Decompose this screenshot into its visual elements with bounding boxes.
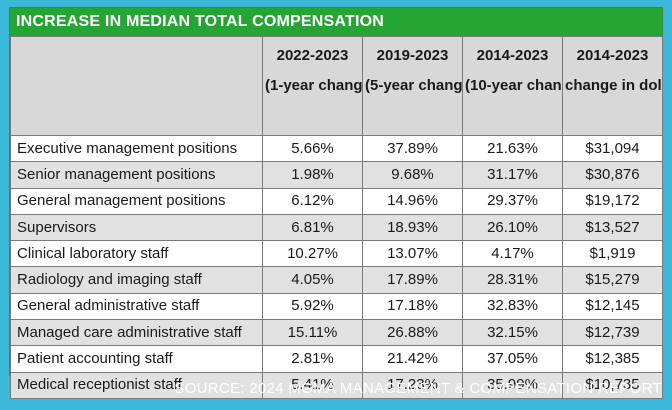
- table-cell: $12,385: [562, 345, 663, 373]
- table-body: Executive management positions 5.66% 37.89…: [10, 134, 663, 399]
- row-label: Radiology and imaging staff: [10, 266, 263, 294]
- table-cell: $31,094: [562, 134, 663, 163]
- table-cell: 15.11%: [262, 319, 363, 347]
- table-cell: 5.66%: [262, 134, 363, 163]
- table-cell: 4.05%: [262, 266, 363, 294]
- header-cell-5-year: 2019-2023 (5-year change): [362, 36, 463, 136]
- header-top: 2014-2023: [476, 47, 549, 64]
- table-cell: 18.93%: [362, 213, 463, 242]
- table-cell: 32.15%: [462, 319, 563, 347]
- table-cell: 21.63%: [462, 134, 563, 163]
- table-cell: $30,876: [562, 161, 663, 189]
- table-cell: $19,172: [562, 187, 663, 215]
- table-cell: 31.17%: [462, 161, 563, 189]
- table-cell: 9.68%: [362, 161, 463, 189]
- table-cell: 6.81%: [262, 213, 363, 242]
- table-cell: 35.99%: [462, 371, 563, 399]
- table-cell: $12,739: [562, 319, 663, 347]
- compensation-table: 2022-2023 (1-year change) 2019-2023 (5-y…: [10, 36, 663, 399]
- row-label: Medical receptionist staff: [10, 371, 263, 399]
- table-cell: 4.17%: [462, 240, 563, 268]
- row-label: Managed care administrative staff: [10, 319, 263, 347]
- table-row: Clinical laboratory staff 10.27% 13.07% 4.1…: [10, 240, 663, 268]
- table-row: Medical receptionist staff 5.41% 17.23% 35.…: [10, 371, 663, 399]
- header-cell-label: [10, 36, 263, 136]
- table-cell: $12,145: [562, 292, 663, 321]
- table-cell: 17.23%: [362, 371, 463, 399]
- header-sub: (1-year change): [265, 77, 363, 94]
- table-cell: 17.89%: [362, 266, 463, 294]
- table-cell: 6.12%: [262, 187, 363, 215]
- source-note: SOURCE: 2024 MGMA MANAGEMENT & COMPENSAT…: [174, 380, 662, 397]
- table-cell: 37.05%: [462, 345, 563, 373]
- table-cell: 10.27%: [262, 240, 363, 268]
- row-label: Supervisors: [10, 213, 263, 242]
- table-cell: 21.42%: [362, 345, 463, 373]
- table-cell: 29.37%: [462, 187, 563, 215]
- table-cell: 37.89%: [362, 134, 463, 163]
- header-top: 2019-2023: [376, 47, 449, 64]
- header-sub: (10-year change): [465, 77, 562, 94]
- table-row: Senior management positions 1.98% 9.68% 31.…: [10, 161, 663, 189]
- table-cell: $10,735: [562, 371, 663, 399]
- table-row: Patient accounting staff 2.81% 21.42% 37.05…: [10, 345, 663, 373]
- table-row: Executive management positions 5.66% 37.89…: [10, 134, 663, 163]
- row-label: Executive management positions: [10, 134, 263, 163]
- table-cell: 14.96%: [362, 187, 463, 215]
- table-row: General administrative staff 5.92% 17.18% 3…: [10, 292, 663, 321]
- table-cell: 26.88%: [362, 319, 463, 347]
- table-cell: $1,919: [562, 240, 663, 268]
- table-row: Managed care administrative staff 15.11% 2…: [10, 319, 663, 347]
- header-sub: change in dollars: [565, 77, 662, 94]
- table-cell: 17.18%: [362, 292, 463, 321]
- table-row: Radiology and imaging staff 4.05% 17.89% 28…: [10, 266, 663, 294]
- header-cell-1-year: 2022-2023 (1-year change): [262, 36, 363, 136]
- table-row: Supervisors 6.81% 18.93% 26.10% $13,527: [10, 213, 663, 242]
- row-label: General administrative staff: [10, 292, 263, 321]
- header-row: 2022-2023 (1-year change) 2019-2023 (5-y…: [10, 36, 663, 136]
- row-label: Clinical laboratory staff: [10, 240, 263, 268]
- table-title: INCREASE IN MEDIAN TOTAL COMPENSATION: [10, 8, 662, 36]
- table-row: General management positions 6.12% 14.96% 2…: [10, 187, 663, 215]
- header-top: 2014-2023: [576, 47, 649, 64]
- header-top: 2022-2023: [276, 47, 349, 64]
- table-cell: 28.31%: [462, 266, 563, 294]
- table-cell: 5.92%: [262, 292, 363, 321]
- header-cell-dollars: 2014-2023 change in dollars: [562, 36, 663, 136]
- table-cell: 32.83%: [462, 292, 563, 321]
- row-label: Senior management positions: [10, 161, 263, 189]
- table-cell: 2.81%: [262, 345, 363, 373]
- header-cell-10-year: 2014-2023 (10-year change): [462, 36, 563, 136]
- table-cell: 1.98%: [262, 161, 363, 189]
- row-label: General management positions: [10, 187, 263, 215]
- table-cell: 26.10%: [462, 213, 563, 242]
- compensation-table-panel: INCREASE IN MEDIAN TOTAL COMPENSATION 20…: [9, 7, 663, 399]
- table-cell: $13,527: [562, 213, 663, 242]
- table-cell: 13.07%: [362, 240, 463, 268]
- row-label: Patient accounting staff: [10, 345, 263, 373]
- table-cell: $15,279: [562, 266, 663, 294]
- header-sub: (5-year change): [365, 77, 463, 94]
